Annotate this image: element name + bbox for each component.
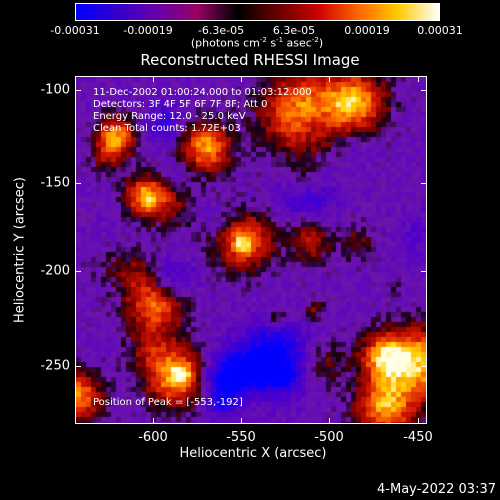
colorbar-tick-label: 0.00031 [417,24,463,37]
axis-tick [241,76,242,82]
footer-date: 4-May-2022 03:37 [377,482,496,497]
axis-tick [241,418,242,424]
axis-tick [421,90,427,91]
axis-tick [329,76,330,82]
axis-tick [153,76,154,82]
axis-tick [418,418,419,424]
axis-tick [421,366,427,367]
counts-annotation: Clean Total counts: 1.72E+03 [93,123,241,134]
y-axis-label: Heliocentric Y (arcsec) [12,177,28,323]
axis-tick [75,90,81,91]
xray-image [76,77,426,423]
axis-tick [75,183,81,184]
x-tick-label: -450 [403,430,433,445]
axis-tick [75,366,81,367]
y-tick-label: -100 [40,82,70,98]
colorbar-tick-label: 0.00019 [344,24,390,37]
axis-tick [421,271,427,272]
colorbar-units: (photons cm-2 s-1 asec-2) [190,36,324,50]
x-axis-label: Heliocentric X (arcsec) [179,446,327,461]
axis-tick [418,76,419,82]
energy-range-annotation: Energy Range: 12.0 - 25.0 keV [93,111,246,122]
peak-position-annotation: Position of Peak = [-553,-192] [93,397,243,408]
x-tick-label: -500 [314,430,344,445]
x-tick-label: -600 [138,430,168,445]
plot-title: Reconstructed RHESSI Image [140,51,360,69]
colorbar-tick-label: -0.00031 [50,24,100,37]
colorbar [75,3,440,21]
colorbar-tick-label: -6.3e-05 [197,24,245,37]
axis-tick [153,418,154,424]
axis-tick [421,183,427,184]
y-tick-label: -150 [40,175,70,191]
image-plot-area [75,76,427,424]
y-tick-label: -250 [40,358,70,374]
axis-tick [75,271,81,272]
x-tick-label: -550 [226,430,256,445]
colorbar-tick-label: 6.3e-05 [272,24,316,37]
detectors-annotation: Detectors: 3F 4F 5F 6F 7F 8F; Att 0 [93,99,268,110]
y-tick-label: -200 [40,263,70,279]
time-range-annotation: 11-Dec-2002 01:00:24.000 to 01:03:12.000 [93,87,312,98]
colorbar-tick-label: -0.00019 [123,24,173,37]
axis-tick [329,418,330,424]
